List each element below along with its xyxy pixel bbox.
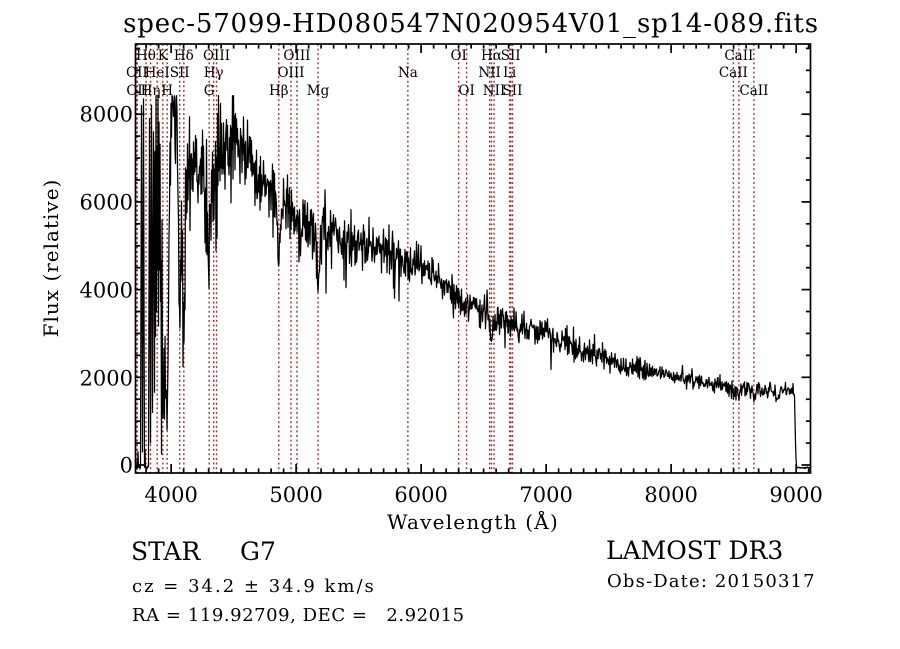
spectral-line-label: Hθ xyxy=(136,48,156,65)
spectral-line-label: Li xyxy=(502,64,517,81)
spectral-line-label: OII xyxy=(126,82,149,99)
spectral-line-label: H xyxy=(161,82,174,99)
spectral-line-label: Mg xyxy=(306,82,330,99)
spectral-line-label: OIII xyxy=(202,48,231,65)
spectral-line-label: OIII xyxy=(283,48,311,65)
spectrum-line xyxy=(134,95,812,470)
x-tick-label: 4000 xyxy=(144,483,198,507)
obs-date-text: Obs-Date: 20150317 xyxy=(607,571,816,592)
spectral-line-label: Hβ xyxy=(268,82,289,99)
y-axis-label: Flux (relative) xyxy=(39,178,63,338)
plot-frame xyxy=(134,43,812,474)
axis-ticks xyxy=(135,44,811,473)
classification-text: STAR G7 xyxy=(131,537,276,566)
spectral-line-label: OI xyxy=(458,82,475,99)
x-tick-label: 6000 xyxy=(394,483,448,507)
spectral-line-label: Hγ xyxy=(203,64,224,81)
spectral-line-label: SII xyxy=(502,82,523,99)
spectral-line-label: Na xyxy=(397,64,418,81)
spectral-line-label: CaII xyxy=(718,64,748,81)
spectral-line-label: CaII xyxy=(724,48,754,65)
plot-title: spec-57099-HD080547N020954V01_sp14-089.f… xyxy=(123,9,819,39)
y-tick-label: 2000 xyxy=(79,366,133,390)
x-tick-label: 8000 xyxy=(644,483,698,507)
spectral-line-label: Hα xyxy=(481,48,502,65)
x-tick-label: 5000 xyxy=(269,483,323,507)
y-tick-label: 0 xyxy=(119,453,133,478)
spectral-line-label: OIII xyxy=(277,64,305,81)
spectral-line-label: Hδ xyxy=(173,48,194,65)
radial-velocity-text: cz = 34.2 ± 34.9 km/s xyxy=(132,576,376,597)
spectral-line-label: HeI xyxy=(144,64,170,81)
y-tick-label: 8000 xyxy=(79,102,133,127)
y-tick-label: 6000 xyxy=(79,190,133,215)
spectral-line-label: Hη xyxy=(140,82,161,99)
ra-dec-text: RA = 119.92709, DEC = 2.92015 xyxy=(132,605,465,626)
spectral-line-markers xyxy=(136,44,755,473)
spectral-line-label: NII xyxy=(482,82,506,99)
spectral-line-label: OI xyxy=(450,48,467,65)
spectral-line-label: SII xyxy=(169,64,190,81)
y-tick-label: 4000 xyxy=(79,278,133,303)
spectral-line-label: K xyxy=(157,48,168,65)
spectral-line-label: SII xyxy=(500,48,521,65)
x-tick-label: 7000 xyxy=(519,483,573,507)
survey-release-text: LAMOST DR3 xyxy=(606,536,784,565)
spectrum-trace xyxy=(134,95,812,470)
axes-frame xyxy=(134,43,812,474)
spectral-line-label: G xyxy=(203,82,215,99)
x-axis-label: Wavelength (Å) xyxy=(387,510,559,534)
spectral-line-label: NII xyxy=(478,64,501,81)
spectral-line-label: OII xyxy=(126,64,148,81)
spectral-line-label: CaII xyxy=(739,82,769,99)
x-tick-label: 9000 xyxy=(769,483,823,507)
